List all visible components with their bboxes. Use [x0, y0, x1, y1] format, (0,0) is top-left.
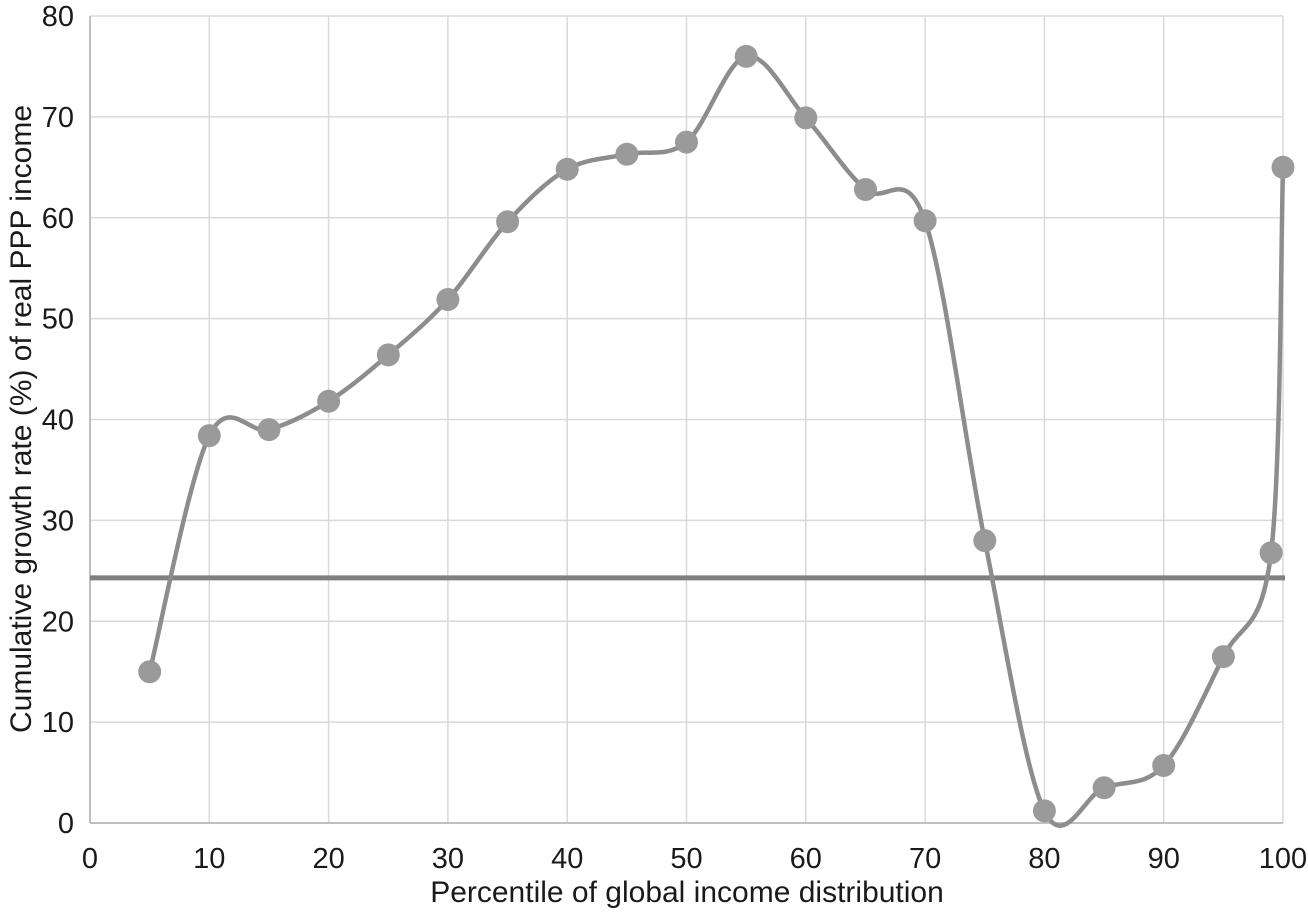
data-point-marker [138, 660, 162, 684]
x-tick-label: 70 [909, 843, 941, 875]
data-point-marker [794, 106, 818, 130]
y-tick-label: 30 [42, 505, 74, 537]
y-axis-title: Cumulative growth rate (%) of real PPP i… [5, 104, 38, 734]
data-point-marker [734, 44, 758, 68]
x-tick-label: 60 [790, 843, 822, 875]
data-point-marker [1259, 541, 1283, 565]
data-point-marker [1211, 645, 1235, 669]
data-point-marker [1092, 776, 1116, 800]
data-point-marker [555, 157, 579, 181]
data-point-marker [496, 210, 520, 234]
x-tick-label: 10 [193, 843, 225, 875]
series-line [147, 54, 1286, 828]
data-point-marker [973, 529, 997, 553]
x-tick-label: 30 [432, 843, 464, 875]
x-tick-label: 50 [670, 843, 702, 875]
data-point-marker [1032, 799, 1056, 823]
x-axis-title: Percentile of global income distribution [430, 876, 944, 909]
x-tick-label: 90 [1148, 843, 1180, 875]
data-point-marker [376, 343, 400, 367]
x-tick-label: 20 [312, 843, 344, 875]
data-point-marker [436, 288, 460, 311]
data-point-marker [913, 209, 937, 233]
y-tick-label: 0 [58, 808, 74, 840]
y-tick-label: 60 [42, 203, 74, 235]
y-tick-label: 80 [42, 1, 74, 33]
x-tick-label: 0 [82, 843, 98, 875]
y-tick-label: 40 [42, 405, 74, 437]
data-point-marker [317, 389, 341, 413]
data-point-marker [1271, 155, 1295, 179]
data-point-marker [675, 130, 698, 154]
x-tick-label: 80 [1028, 843, 1060, 875]
data-point-marker [257, 418, 281, 442]
data-point-marker [1152, 754, 1176, 777]
y-tick-label: 70 [42, 102, 74, 134]
data-point-marker [197, 424, 221, 448]
x-tick-label: 40 [551, 843, 583, 875]
x-tick-label: 100 [1259, 843, 1307, 875]
y-tick-label: 20 [42, 606, 74, 638]
y-tick-label: 10 [42, 707, 74, 739]
data-point-marker [615, 142, 639, 166]
y-tick-label: 50 [42, 304, 74, 336]
data-point-marker [854, 178, 877, 201]
